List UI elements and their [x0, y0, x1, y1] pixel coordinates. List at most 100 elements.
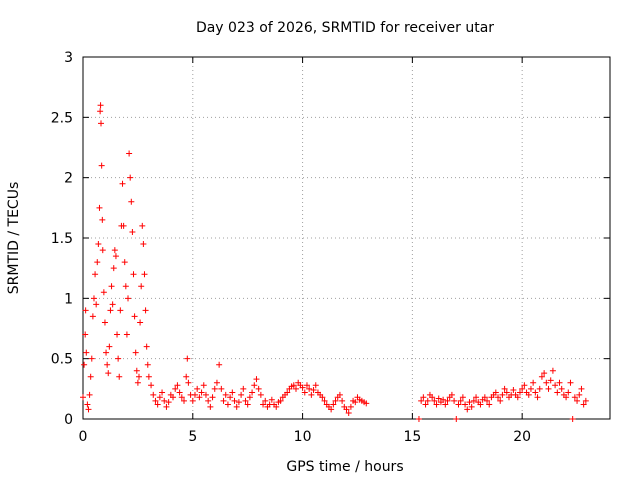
data-point	[139, 222, 146, 229]
data-point	[347, 403, 354, 410]
data-point	[200, 382, 207, 389]
data-point	[120, 222, 127, 229]
data-point	[181, 397, 188, 404]
data-point	[211, 385, 218, 392]
data-point	[97, 108, 104, 115]
data-point	[178, 394, 185, 401]
data-point	[176, 389, 183, 396]
data-point	[145, 373, 152, 380]
data-point	[273, 403, 280, 410]
x-tick-label: 0	[79, 429, 88, 445]
data-point	[98, 120, 105, 127]
data-point	[99, 216, 106, 223]
data-point	[85, 406, 92, 413]
data-point	[343, 406, 350, 413]
data-point	[202, 391, 209, 398]
x-tick-label: 5	[188, 429, 197, 445]
data-point	[536, 385, 543, 392]
data-point	[497, 397, 504, 404]
data-point	[108, 283, 115, 290]
data-point	[552, 382, 559, 389]
data-point	[440, 396, 447, 403]
y-tick-label: 1	[64, 291, 73, 307]
data-point	[418, 397, 425, 404]
data-point	[101, 319, 108, 326]
data-point	[332, 397, 339, 404]
data-point	[457, 397, 464, 404]
data-point	[501, 385, 508, 392]
data-point	[106, 343, 113, 350]
data-point	[133, 367, 140, 374]
data-point	[205, 397, 212, 404]
data-point	[563, 394, 570, 401]
y-tick-label: 1.5	[51, 231, 73, 247]
data-point	[159, 389, 166, 396]
data-point	[292, 385, 299, 392]
data-point	[448, 391, 455, 398]
data-point	[148, 382, 155, 389]
data-point	[571, 394, 578, 401]
data-point	[183, 373, 190, 380]
data-point	[306, 385, 313, 392]
data-point	[152, 397, 159, 404]
data-point	[549, 367, 556, 374]
data-point	[110, 265, 117, 272]
data-point	[470, 397, 477, 404]
data-point	[363, 400, 370, 407]
data-point	[503, 389, 510, 396]
data-point	[310, 387, 317, 394]
data-point	[415, 416, 422, 422]
data-point	[290, 382, 297, 389]
data-point	[481, 394, 488, 401]
data-point	[328, 406, 335, 413]
data-point	[345, 409, 352, 416]
data-point	[222, 391, 229, 398]
x-axis-label: GPS time / hours	[286, 459, 403, 475]
data-point	[150, 391, 157, 398]
data-point	[107, 307, 114, 314]
data-point	[87, 373, 94, 380]
data-point	[499, 391, 506, 398]
data-point	[556, 379, 563, 386]
data-point	[92, 271, 99, 278]
data-point	[98, 162, 105, 169]
data-point	[89, 313, 96, 320]
data-point	[231, 397, 238, 404]
data-point	[119, 180, 126, 187]
data-point	[468, 403, 475, 410]
data-point	[95, 241, 102, 248]
data-point	[90, 295, 97, 302]
data-point	[174, 382, 181, 389]
data-point	[126, 150, 133, 157]
data-point	[451, 397, 458, 404]
y-tick-labels: 0 0.5 1 1.5 2 2.5 3	[51, 50, 73, 428]
data-point	[442, 401, 449, 408]
data-point	[109, 301, 116, 308]
data-point	[244, 401, 251, 408]
data-point	[112, 253, 119, 260]
data-point	[224, 401, 231, 408]
data-point	[453, 416, 460, 422]
data-point	[194, 385, 201, 392]
chart-title: Day 023 of 2026, SRMTID for receiver uta…	[196, 20, 494, 36]
data-point	[196, 394, 203, 401]
data-point	[84, 401, 91, 408]
data-point	[235, 399, 242, 406]
data-point	[122, 283, 129, 290]
data-point	[191, 391, 198, 398]
data-point	[218, 385, 225, 392]
data-point	[132, 349, 139, 356]
data-point	[492, 389, 499, 396]
data-point	[130, 271, 137, 278]
data-point	[554, 389, 561, 396]
data-point	[129, 228, 136, 235]
data-point	[93, 301, 100, 308]
data-point	[455, 401, 462, 408]
data-point	[94, 259, 101, 266]
data-point	[207, 403, 214, 410]
data-point	[137, 319, 144, 326]
data-point	[516, 389, 523, 396]
data-point	[473, 394, 480, 401]
data-point	[209, 394, 216, 401]
